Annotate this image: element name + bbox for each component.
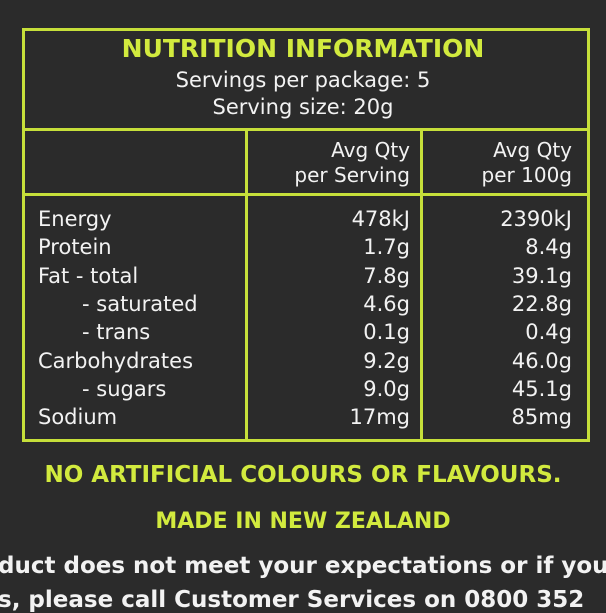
divider xyxy=(22,193,588,196)
nutrient-value: 22.8g xyxy=(511,291,572,316)
serving-size: Serving size: 20g xyxy=(212,95,394,119)
divider xyxy=(22,128,588,131)
nutrient-value: 0.1g xyxy=(363,320,410,345)
nutrient-value: 0.4g xyxy=(525,320,572,345)
column-header: Avg Qty per 100g xyxy=(482,138,572,188)
nutrient-value: 2390kJ xyxy=(500,207,572,231)
column-header-line: per 100g xyxy=(481,163,572,187)
footer-text: duct does not meet your expectations or … xyxy=(0,553,606,579)
column-header-line: Avg Qty xyxy=(493,138,572,162)
nutrient-name: Energy xyxy=(38,207,112,231)
nutrient-value: 478kJ xyxy=(351,207,410,231)
label-box xyxy=(22,28,590,442)
nutrient-value: 45.1g xyxy=(511,376,572,401)
nutrient-value: 1.7g xyxy=(363,235,410,260)
nutrient-name: - sugars xyxy=(82,376,167,401)
nutrient-value: 39.1g xyxy=(511,263,572,288)
servings: Servings per package: 5 xyxy=(175,68,431,92)
nutrient-value: 9.0g xyxy=(363,376,410,401)
nutrient-name: - trans xyxy=(82,320,151,345)
nutrient-value: 7.8g xyxy=(363,263,410,288)
nutrient-name: Sodium xyxy=(38,405,118,430)
nutrient-name: Carbohydrates xyxy=(38,348,194,373)
footer-text: s, please call Customer Services on 0800… xyxy=(0,587,585,613)
nutrient-name: Protein xyxy=(38,235,112,260)
nutrient-value: 9.2g xyxy=(363,348,410,373)
column-header: Avg Qty per Serving xyxy=(294,138,410,188)
nutrient-value: 17mg xyxy=(349,405,410,430)
nutrient-value: 8.4g xyxy=(525,235,572,260)
nutrient-name: Fat - total xyxy=(38,263,139,288)
title: NUTRITION INFORMATION xyxy=(121,34,485,63)
origin: MADE IN NEW ZEALAND xyxy=(155,509,451,534)
nutrient-value: 46.0g xyxy=(511,348,572,373)
divider xyxy=(420,128,423,439)
claim: NO ARTIFICIAL COLOURS OR FLAVOURS. xyxy=(44,462,562,488)
divider xyxy=(245,128,248,439)
column-header-line: per Serving xyxy=(294,163,410,187)
nutrient-name: - saturated xyxy=(82,291,198,316)
column-header-line: Avg Qty xyxy=(331,138,410,162)
nutrient-value: 85mg xyxy=(511,405,572,430)
nutrient-value: 4.6g xyxy=(363,291,410,316)
